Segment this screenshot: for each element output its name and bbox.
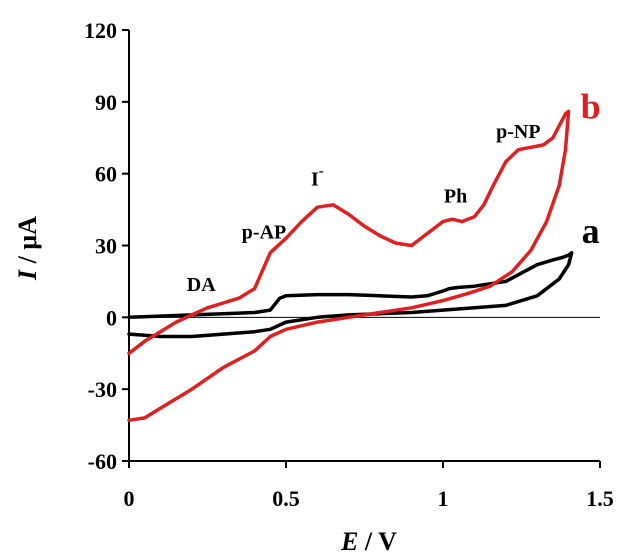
axes: -60 -30 0 30 60 90 120 0 0.5 1 1.5 [84, 18, 614, 511]
y-axis-unit: / μA [13, 216, 42, 270]
y-tick-label: 120 [84, 18, 117, 43]
peak-label-text: p-AP [242, 221, 286, 243]
peak-label-text: p-NP [496, 121, 540, 143]
series-a-label: a [582, 211, 600, 251]
x-axis-var: E [340, 527, 358, 556]
y-axis-var: I [13, 269, 42, 281]
x-tick-label: 1.5 [586, 486, 614, 511]
y-tick-label: 0 [106, 305, 117, 330]
series-layer: ab [127, 87, 601, 423]
series-b-line [127, 109, 571, 423]
peak-label-text: I [311, 169, 319, 191]
peak-label-superscript: - [319, 164, 324, 180]
y-tick-label: 30 [95, 234, 117, 259]
x-axis-unit: / V [358, 527, 397, 556]
y-tick-label: -60 [88, 449, 117, 474]
y-tick-label: 60 [95, 162, 117, 187]
y-axis-title: I / μA [13, 216, 42, 281]
y-tick-label: 90 [95, 90, 117, 115]
peak-label-text: DA [187, 274, 216, 296]
x-axis-title: E / V [340, 527, 397, 556]
y-tick-label: -30 [88, 377, 117, 402]
x-tick-label: 1 [438, 486, 449, 511]
peak-label: I- [311, 164, 324, 191]
x-tick-label: 0 [124, 486, 135, 511]
peak-label: p-AP [242, 221, 286, 243]
peak-label-text: Ph [444, 185, 467, 207]
series-a-line [127, 250, 574, 339]
x-tick-label: 0.5 [272, 486, 300, 511]
peak-label: DA [187, 274, 216, 296]
series-b-label: b [581, 87, 601, 127]
peak-label: Ph [444, 185, 467, 207]
peak-label: p-NP [496, 121, 540, 143]
annotation-layer: DA p-AP I- Ph p-NP [187, 121, 541, 296]
